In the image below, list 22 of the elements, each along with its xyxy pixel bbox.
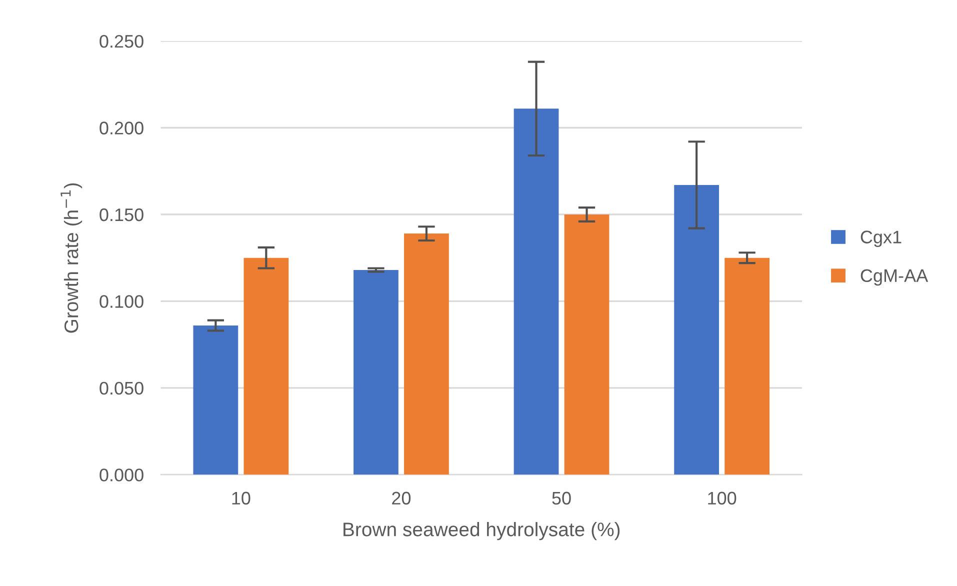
bar bbox=[674, 184, 720, 475]
bar bbox=[564, 214, 610, 475]
y-tick-label: 0.250 bbox=[100, 34, 144, 48]
bar bbox=[514, 108, 559, 475]
bar bbox=[724, 258, 770, 475]
legend-label: CgM-AA bbox=[860, 269, 928, 286]
legend-label: Cgx1 bbox=[860, 230, 902, 248]
bar bbox=[354, 270, 398, 475]
bar bbox=[193, 325, 238, 475]
y-tick-label: 0.200 bbox=[100, 122, 144, 134]
x-tick-label: 100 bbox=[708, 492, 736, 505]
y-tick-label: 0.150 bbox=[100, 208, 144, 222]
y-tick-label: 0.050 bbox=[100, 382, 144, 395]
bar bbox=[244, 258, 289, 475]
x-axis-title: Brown seaweed hydrolysate (%) bbox=[344, 522, 620, 540]
y-tick-label: 0.000 bbox=[100, 468, 144, 482]
y-tick-label: 0.100 bbox=[100, 295, 144, 308]
x-tick-label: 10 bbox=[232, 492, 250, 505]
bar bbox=[404, 234, 449, 475]
y-axis-title: Growth rate (h$^{−1}$) bbox=[60, 183, 82, 333]
x-tick-label: 20 bbox=[392, 492, 411, 505]
x-tick-label: 50 bbox=[552, 492, 571, 505]
